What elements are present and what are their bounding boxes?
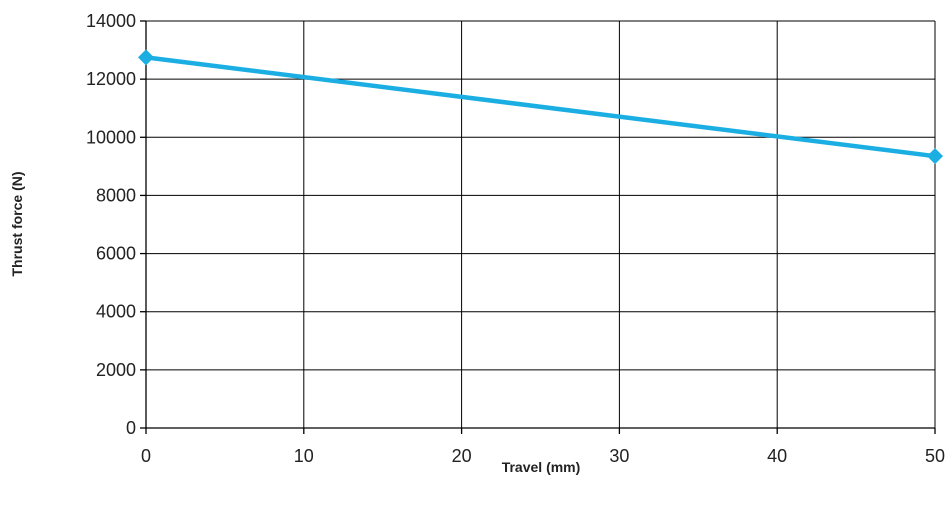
- y-tick-label: 0: [126, 418, 136, 438]
- y-axis-title: Thrust force (N): [9, 172, 25, 277]
- x-axis-title: Travel (mm): [502, 459, 581, 475]
- y-tick-label: 4000: [96, 302, 136, 322]
- x-tick-label: 20: [452, 446, 472, 466]
- x-tick-label: 10: [294, 446, 314, 466]
- y-tick-label: 10000: [86, 127, 136, 147]
- data-point-marker: [927, 148, 943, 165]
- x-tick-label: 50: [925, 446, 945, 466]
- y-tick-label: 14000: [86, 11, 136, 31]
- series: [138, 49, 943, 165]
- y-tick-label: 2000: [96, 360, 136, 380]
- y-tick-label: 8000: [96, 185, 136, 205]
- data-point-marker: [138, 49, 154, 66]
- y-tick-label: 12000: [86, 69, 136, 89]
- x-tick-label: 0: [141, 446, 151, 466]
- tick-labels: 0 2000 4000 6000 8000 10000 12000 14000 0 10 20 30 4…: [86, 11, 945, 466]
- grid: [146, 20, 936, 428]
- series-line: [145, 55, 936, 159]
- y-tick-label: 6000: [96, 244, 136, 264]
- axes: [140, 20, 936, 434]
- x-tick-label: 40: [767, 446, 787, 466]
- x-tick-label: 30: [609, 446, 629, 466]
